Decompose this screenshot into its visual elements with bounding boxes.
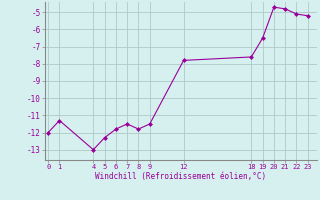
X-axis label: Windchill (Refroidissement éolien,°C): Windchill (Refroidissement éolien,°C) (95, 172, 266, 181)
